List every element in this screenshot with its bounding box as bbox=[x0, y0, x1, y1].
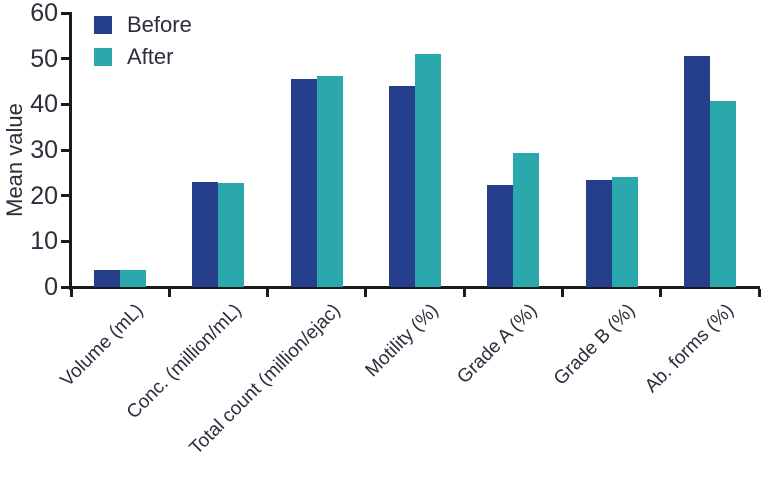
bar-before bbox=[683, 56, 710, 287]
bar-after bbox=[709, 101, 736, 287]
y-tick-label: 10 bbox=[30, 227, 58, 256]
y-tick-label: 0 bbox=[44, 273, 58, 301]
x-category-label: Grade B (%) bbox=[549, 300, 640, 390]
y-tick-label: 20 bbox=[30, 181, 58, 210]
bar-after bbox=[513, 153, 540, 287]
y-tick bbox=[61, 239, 69, 243]
y-tick-label: 50 bbox=[30, 44, 58, 73]
legend-label-before: Before bbox=[127, 12, 192, 37]
x-category-label: Grade A (%) bbox=[453, 300, 542, 389]
x-tick bbox=[364, 289, 368, 297]
y-tick bbox=[61, 194, 69, 198]
y-tick bbox=[61, 57, 69, 61]
x-axis-line bbox=[61, 286, 760, 289]
bar-after bbox=[120, 269, 147, 287]
x-tick bbox=[659, 289, 663, 297]
y-tick-label: 60 bbox=[30, 0, 58, 27]
x-tick bbox=[462, 289, 466, 297]
x-category-label: Volume (mL) bbox=[56, 300, 149, 392]
bar-after bbox=[316, 75, 343, 287]
bar-before bbox=[585, 180, 612, 287]
y-tick bbox=[61, 148, 69, 152]
bar-after bbox=[218, 183, 245, 287]
x-tick bbox=[69, 289, 73, 297]
y-tick bbox=[61, 11, 69, 15]
x-tick bbox=[266, 289, 270, 297]
legend-item-after: After bbox=[94, 46, 192, 68]
bar-before bbox=[94, 269, 121, 287]
legend-label-after: After bbox=[127, 44, 174, 69]
bar-before bbox=[487, 185, 514, 287]
bar-before bbox=[290, 79, 317, 287]
x-category-label: Motility (%) bbox=[361, 300, 443, 382]
y-tick bbox=[61, 285, 69, 289]
x-tick bbox=[560, 289, 564, 297]
bar-after bbox=[611, 177, 638, 287]
y-tick-label: 40 bbox=[30, 90, 58, 119]
bar-after bbox=[415, 54, 441, 287]
x-tick bbox=[757, 289, 761, 297]
x-tick bbox=[167, 289, 171, 297]
bar-before bbox=[192, 181, 219, 287]
x-category-label: Ab. forms (%) bbox=[640, 300, 738, 397]
legend: Before After bbox=[94, 14, 192, 78]
legend-swatch-after-icon bbox=[94, 48, 112, 66]
legend-swatch-before-icon bbox=[94, 16, 112, 34]
y-axis-line bbox=[69, 12, 72, 290]
y-tick bbox=[61, 102, 69, 106]
legend-item-before: Before bbox=[94, 14, 192, 36]
y-tick-label: 30 bbox=[30, 136, 58, 164]
bar-before bbox=[389, 86, 415, 287]
